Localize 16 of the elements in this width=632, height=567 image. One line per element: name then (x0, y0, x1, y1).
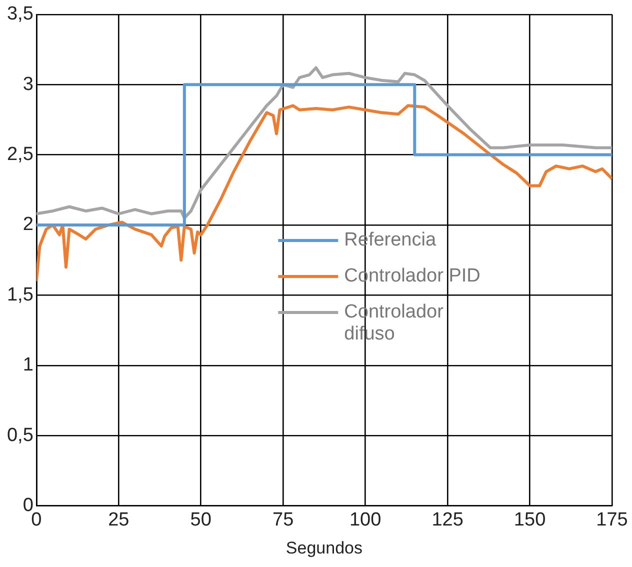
y-tick-label: 0 (22, 495, 34, 516)
y-tick-label: 0,5 (6, 424, 34, 446)
y-tick-label: 1 (22, 354, 34, 376)
x-tick-label: 175 (596, 509, 628, 530)
x-tick-label: 25 (108, 509, 130, 530)
x-tick-label: 75 (272, 509, 294, 530)
y-tick-label: 2 (22, 214, 34, 236)
x-tick-label: 150 (514, 509, 546, 530)
y-tick-label: 2,5 (6, 144, 34, 166)
x-tick-label: 125 (432, 509, 464, 530)
y-tick-label: 1,5 (6, 284, 34, 306)
y-tick-label: 3 (22, 74, 34, 95)
x-tick-label: 50 (190, 509, 212, 530)
y-tick-label: 3,5 (6, 4, 34, 25)
x-axis-title: Segundos (286, 538, 362, 558)
x-tick-label: 100 (349, 509, 382, 530)
